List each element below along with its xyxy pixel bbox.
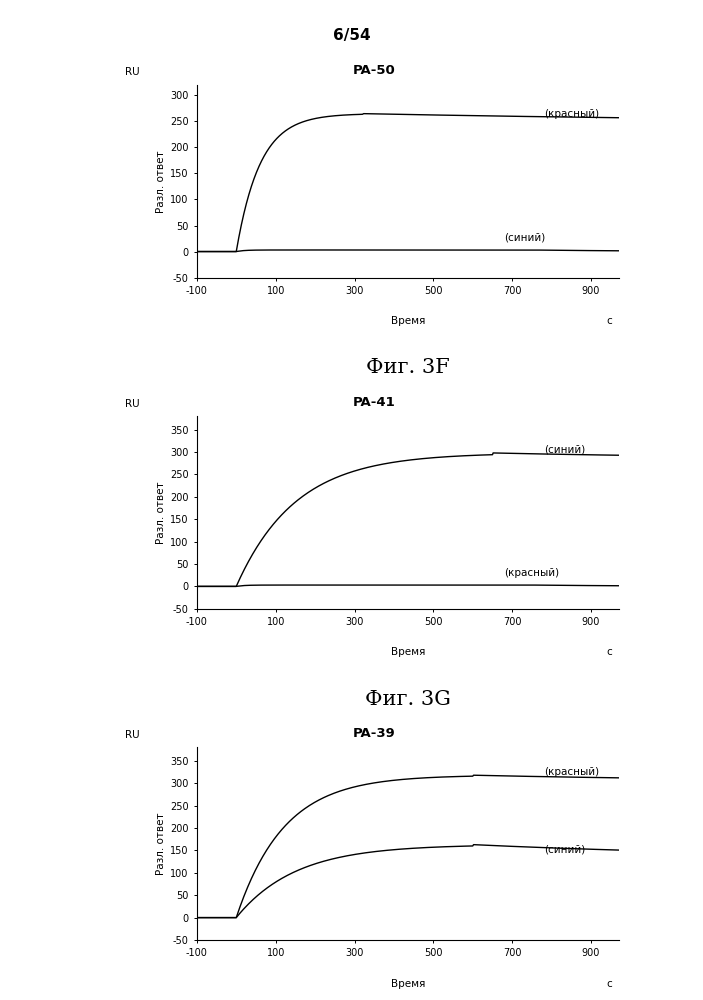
- Text: PA-39: PA-39: [353, 727, 395, 740]
- Text: RU: RU: [125, 730, 140, 740]
- Text: Время: Время: [391, 979, 425, 989]
- Text: (синий): (синий): [504, 232, 546, 242]
- Y-axis label: Разл. ответ: Разл. ответ: [156, 812, 166, 875]
- Text: Время: Время: [391, 316, 425, 326]
- Text: (красный): (красный): [543, 767, 599, 777]
- Text: 6/54: 6/54: [333, 28, 370, 43]
- Text: Время: Время: [391, 647, 425, 657]
- Text: RU: RU: [125, 67, 140, 77]
- Text: с: с: [606, 979, 612, 989]
- Text: RU: RU: [125, 399, 140, 409]
- Text: с: с: [606, 647, 612, 657]
- Text: Фиг. 3G: Фиг. 3G: [365, 690, 451, 709]
- Text: PA-41: PA-41: [353, 396, 395, 409]
- Text: Фиг. 3F: Фиг. 3F: [366, 358, 450, 377]
- Text: (красный): (красный): [504, 568, 560, 578]
- Text: (красный): (красный): [543, 109, 599, 119]
- Y-axis label: Разл. ответ: Разл. ответ: [156, 150, 166, 213]
- Text: PA-50: PA-50: [353, 64, 395, 77]
- Text: с: с: [606, 316, 612, 326]
- Text: (синий): (синий): [543, 844, 585, 854]
- Y-axis label: Разл. ответ: Разл. ответ: [156, 481, 166, 544]
- Text: (синий): (синий): [543, 444, 585, 454]
